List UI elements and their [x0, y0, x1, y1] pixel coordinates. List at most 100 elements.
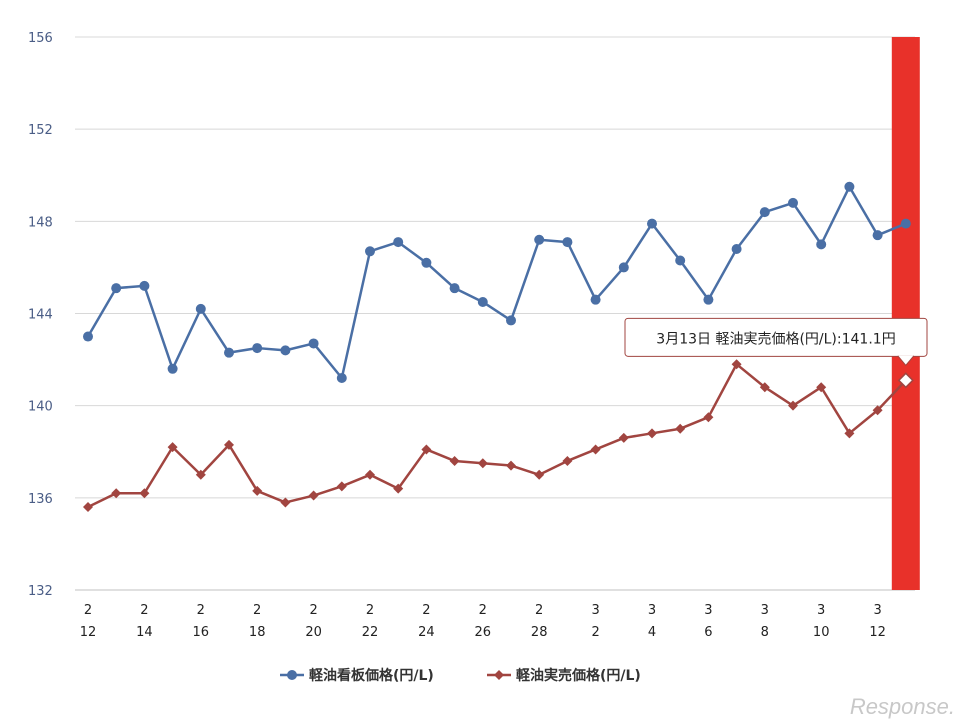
- x-tick-day: 4: [648, 625, 656, 640]
- x-axis-ticks: 2122142162182202222242262283234363831031…: [80, 603, 886, 640]
- series-line: [87, 362, 907, 509]
- legend-marker: [494, 670, 504, 680]
- data-point: [139, 488, 150, 499]
- x-tick-month: 2: [422, 603, 430, 618]
- data-point: [195, 469, 206, 480]
- data-point: [759, 207, 770, 218]
- x-tick-day: 12: [80, 625, 97, 640]
- data-point: [365, 469, 375, 480]
- tooltip-pointer: [897, 355, 915, 367]
- watermark: Response.: [850, 694, 955, 719]
- legend-item[interactable]: 軽油実売価格(円/L): [487, 667, 641, 684]
- highlighted-data-point: [897, 372, 914, 389]
- highlight-band: [891, 37, 920, 590]
- series-2: [83, 359, 914, 513]
- data-point: [111, 488, 122, 499]
- data-point: [477, 296, 488, 307]
- data-point: [167, 442, 178, 453]
- x-tick-month: 3: [873, 603, 881, 618]
- x-tick-month: 3: [761, 603, 769, 618]
- data-point: [788, 197, 798, 208]
- x-tick-month: 2: [253, 603, 261, 618]
- data-point: [872, 230, 883, 241]
- series-1: [83, 181, 911, 384]
- data-point: [308, 338, 319, 349]
- x-tick-day: 20: [305, 625, 322, 640]
- x-tick-month: 3: [648, 603, 656, 618]
- data-point: [336, 481, 347, 492]
- data-point: [731, 243, 742, 254]
- data-point: [252, 343, 263, 354]
- data-point: [195, 303, 206, 314]
- data-point: [224, 439, 234, 450]
- y-tick-label: 140: [28, 400, 53, 415]
- data-point: [816, 239, 827, 250]
- data-point: [365, 246, 375, 257]
- x-tick-day: 18: [249, 625, 266, 640]
- data-point: [590, 294, 601, 305]
- data-point: [280, 345, 291, 356]
- data-point: [872, 405, 883, 416]
- y-tick-label: 156: [28, 31, 53, 46]
- x-tick-month: 2: [535, 603, 543, 618]
- data-point: [139, 280, 150, 291]
- data-point: [308, 490, 319, 501]
- series-layer: [83, 181, 914, 513]
- data-point: [647, 428, 657, 439]
- x-tick-month: 3: [704, 603, 712, 618]
- legend-label: 軽油看板価格(円/L): [309, 667, 434, 684]
- data-point: [618, 262, 629, 273]
- x-tick-day: 24: [418, 625, 435, 640]
- x-tick-day: 22: [362, 625, 379, 640]
- x-tick-day: 8: [761, 625, 769, 640]
- data-point: [900, 218, 911, 229]
- data-point: [675, 423, 686, 434]
- x-tick-day: 6: [704, 625, 712, 640]
- y-tick-label: 144: [28, 308, 53, 323]
- data-point: [788, 400, 798, 411]
- legend: 軽油看板価格(円/L) 軽油実売価格(円/L): [280, 667, 641, 684]
- data-point: [506, 460, 516, 471]
- data-point: [336, 373, 347, 384]
- data-point: [703, 294, 714, 305]
- y-axis-ticks: 132 136 140 144 148 152 156: [28, 31, 53, 599]
- x-tick-month: 2: [479, 603, 487, 618]
- tooltip-box: [624, 317, 928, 357]
- data-point: [844, 181, 855, 192]
- x-tick-month: 2: [309, 603, 317, 618]
- gridlines: [75, 36, 915, 591]
- x-tick-day: 16: [193, 625, 210, 640]
- x-tick-day: 26: [475, 625, 492, 640]
- data-point: [534, 469, 545, 480]
- y-tick-label: 136: [28, 492, 53, 507]
- data-point: [534, 234, 545, 245]
- x-tick-day: 28: [531, 625, 548, 640]
- x-tick-month: 2: [197, 603, 205, 618]
- x-tick-day: 2: [591, 625, 599, 640]
- data-point: [675, 255, 686, 266]
- tooltip: 3月13日 軽油実売価格(円/L):141.1円: [624, 317, 928, 367]
- x-tick-month: 3: [817, 603, 825, 618]
- y-tick-label: 152: [28, 123, 53, 138]
- data-point: [844, 428, 855, 439]
- y-tick-label: 132: [28, 584, 53, 599]
- data-point: [421, 444, 432, 455]
- tooltip-text: 3月13日 軽油実売価格(円/L):141.1円: [656, 331, 895, 347]
- data-point: [449, 455, 460, 466]
- data-point: [393, 483, 404, 494]
- legend-label: 軽油実売価格(円/L): [516, 667, 641, 684]
- data-point: [703, 412, 714, 423]
- data-point: [393, 237, 404, 248]
- data-point: [421, 257, 432, 268]
- data-point: [167, 363, 178, 374]
- legend-item[interactable]: 軽油看板価格(円/L): [280, 667, 434, 684]
- data-point: [449, 283, 460, 294]
- data-point: [83, 502, 93, 513]
- data-point: [647, 218, 657, 229]
- data-point: [477, 458, 488, 469]
- data-point: [759, 382, 770, 393]
- data-point: [506, 315, 516, 326]
- data-point: [731, 359, 742, 370]
- x-tick-month: 2: [140, 603, 148, 618]
